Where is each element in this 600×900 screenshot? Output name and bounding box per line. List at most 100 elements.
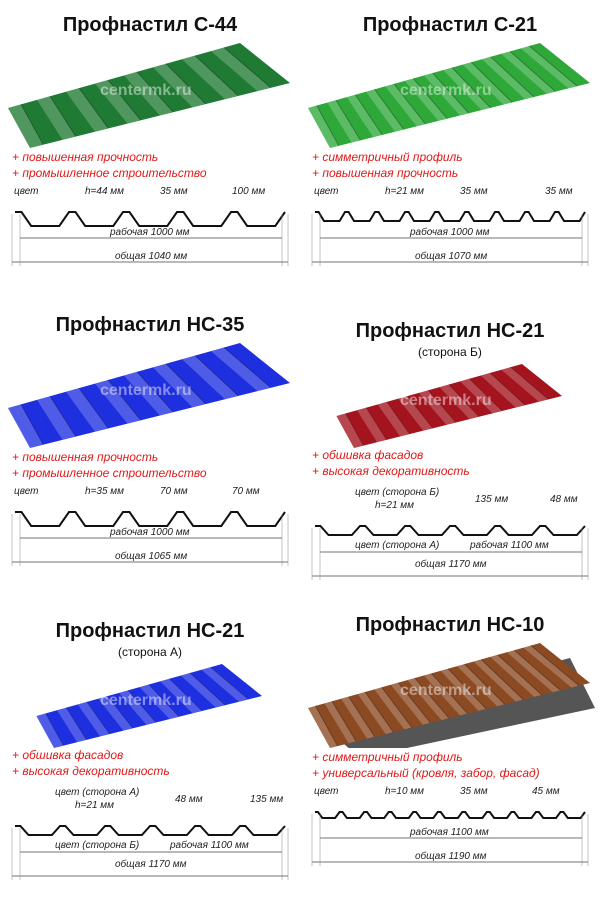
profile-line — [315, 211, 586, 222]
sheet-rib-edge — [20, 404, 44, 445]
dimension-label: 70 мм — [232, 486, 260, 497]
dimension-label: 35 мм — [460, 786, 488, 797]
working-width-label: рабочая 1000 мм — [110, 227, 190, 238]
panel-title: Профнастил НС-10 — [355, 614, 545, 636]
sheet-rib-edge — [469, 378, 503, 412]
profile-line — [15, 211, 286, 227]
color-label: цвет — [314, 186, 339, 197]
feature-bullet: + повышенная прочность — [12, 450, 159, 464]
sheet-rib-edge — [86, 701, 110, 735]
sheet-rib-edge — [210, 666, 249, 700]
sheet-rib-edge — [490, 56, 535, 98]
sheet-rib — [439, 384, 479, 420]
sheet-rib — [460, 378, 502, 414]
watermark: centermk.ru — [400, 82, 492, 99]
sheet-rib-edge — [148, 684, 180, 717]
dimension-label: 35 мм — [160, 186, 188, 197]
sheet-rib — [95, 79, 141, 124]
watermark: centermk.ru — [100, 382, 192, 399]
sheet-rib-edge — [471, 61, 513, 103]
total-width-label: общая 1170 мм — [115, 859, 187, 870]
sheet-rib — [308, 705, 338, 748]
feature-bullet: + универсальный (кровля, забор, фасад) — [312, 766, 540, 780]
feature-bullet: + повышенная прочность — [12, 150, 159, 164]
sheet-rib-edge — [136, 71, 174, 113]
sheet-rib — [501, 51, 556, 94]
feature-bullet: + симметричный профиль — [312, 150, 463, 164]
sheet-rib — [385, 83, 426, 127]
dimension-label: 135 мм — [475, 494, 509, 505]
profile-panel: Профнастил НС-35 centermk.ru + повышенная … — [0, 300, 300, 600]
feature-bullet: + промышленное строительство — [12, 166, 207, 180]
sheet-rib-edge — [335, 99, 361, 141]
color-label: цвет — [14, 486, 39, 497]
sheet-rib-edge — [65, 707, 87, 740]
sheet-rib — [327, 100, 361, 143]
total-width-label: общая 1065 мм — [115, 551, 188, 562]
sheet-rib — [153, 63, 206, 108]
sheet-rib-edge — [169, 678, 203, 712]
sheet-rib — [160, 678, 202, 714]
sheet-rib-edge — [451, 67, 491, 108]
sheet-rib — [418, 390, 456, 425]
sheet-rib-edge — [345, 413, 364, 446]
profile-diagram — [311, 211, 589, 266]
dimension-label: 100 мм — [232, 186, 266, 197]
sheet-body — [36, 664, 263, 748]
dimension-label: 48 мм — [175, 794, 203, 805]
sheet-body — [336, 364, 562, 448]
profile-panel: Профнастил С-21 centermk.ru + симметричный… — [300, 0, 600, 300]
sheet-rib — [180, 672, 226, 708]
sheet-rib — [404, 78, 448, 121]
profile-line — [15, 511, 286, 527]
sheet-rib-edge — [427, 390, 457, 423]
sheet-rib-edge — [136, 371, 174, 413]
sheet-rib — [77, 701, 110, 737]
watermark: centermk.ru — [400, 392, 492, 409]
profile-panel: Профнастил НС-10 centermk.ru + симметричны… — [300, 600, 600, 900]
sheet-rib-edge — [127, 690, 157, 723]
height-label: h=21 мм — [385, 186, 425, 197]
sheet-image — [8, 43, 290, 148]
working-width-label: рабочая 1000 мм — [110, 527, 190, 538]
sheet-rib — [390, 682, 431, 725]
sheet-rib — [124, 371, 174, 416]
sheet-rib-edge — [107, 79, 141, 121]
sheet-rib-edge — [432, 72, 470, 114]
feature-bullet: + высокая декоративность — [312, 464, 470, 478]
sheet-rib — [98, 696, 133, 731]
sheet-rib-edge — [20, 104, 44, 145]
sheet-rib-edge — [107, 379, 141, 421]
height-label: h=44 мм — [85, 186, 125, 197]
sheet-image — [308, 643, 595, 748]
watermark: centermk.ru — [100, 82, 192, 99]
sheet-rib-edge — [194, 55, 239, 96]
dimension-label: 35 мм — [460, 186, 488, 197]
sheet-rib — [336, 413, 364, 448]
sheet-image — [8, 343, 290, 448]
sheet-rib-edge — [331, 701, 357, 742]
sheet-rib-edge — [386, 401, 410, 435]
watermark: centermk.ru — [100, 692, 192, 709]
sheet-rib-edge — [513, 649, 561, 691]
sheet-rib-edge — [464, 663, 505, 705]
sheet-rib-edge — [49, 95, 76, 137]
sheet-rib — [66, 88, 109, 132]
sheet-rib — [182, 355, 239, 400]
sheet-rib — [506, 650, 561, 693]
sheet-rib — [153, 363, 206, 408]
sheet-rib — [482, 56, 534, 100]
sheet-rib — [374, 687, 412, 730]
profile-line — [315, 811, 586, 819]
sheet-rib-edge — [407, 395, 433, 429]
total-width-label: общая 1070 мм — [415, 251, 488, 262]
dimension-label: 48 мм — [550, 494, 578, 505]
panel-title: Профнастил НС-35 — [55, 314, 245, 336]
sheet-rib-edge — [497, 654, 543, 696]
sheet-rib — [523, 645, 579, 688]
total-width-label: общая 1190 мм — [415, 851, 487, 862]
profile-diagram — [11, 211, 289, 266]
sheet-rib-edge — [412, 78, 448, 119]
color-label-2: цвет (сторона Б) — [55, 840, 140, 851]
dimension-label: 45 мм — [532, 786, 560, 797]
